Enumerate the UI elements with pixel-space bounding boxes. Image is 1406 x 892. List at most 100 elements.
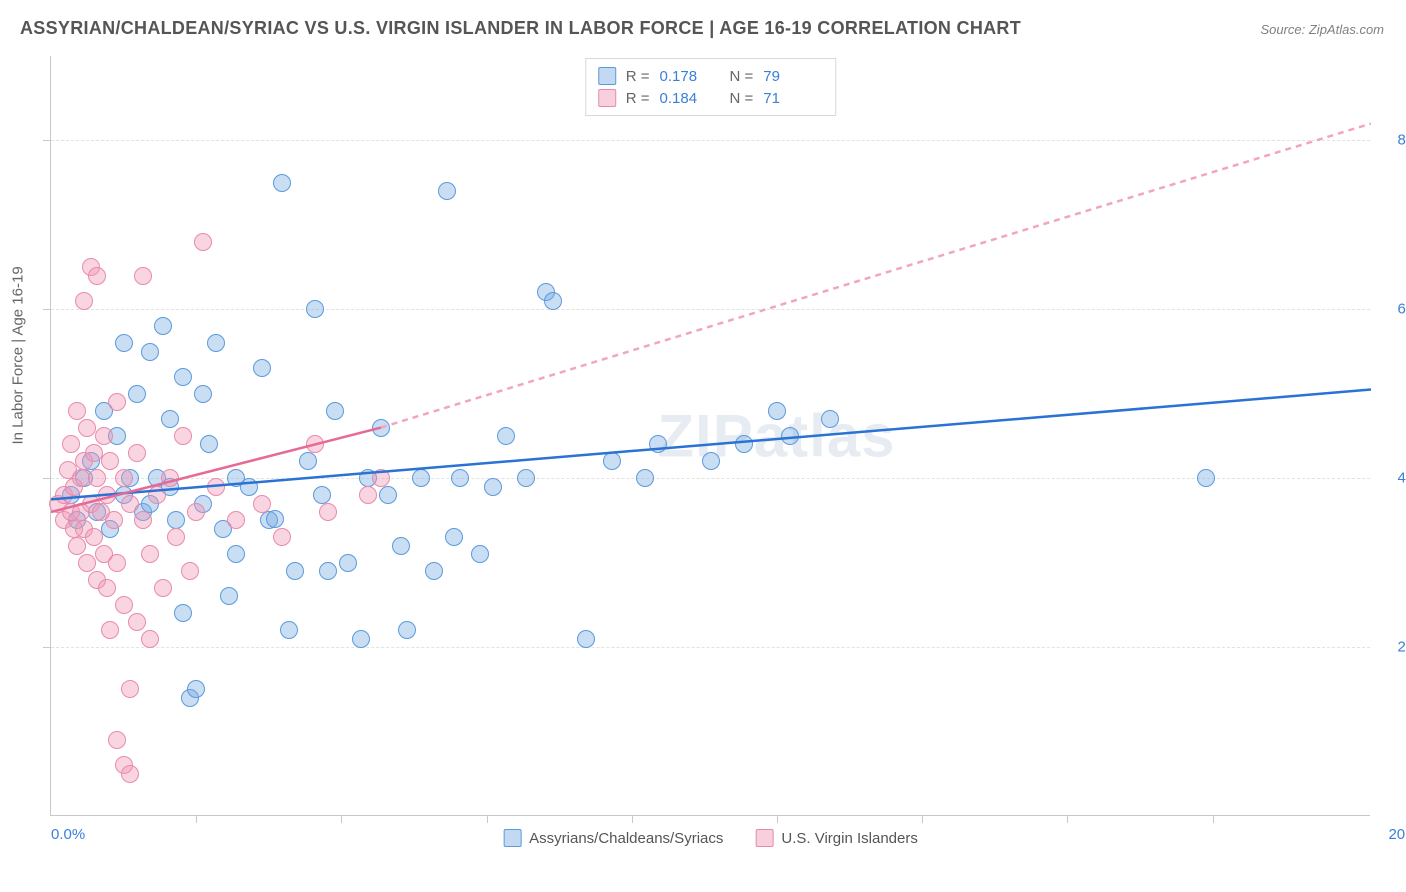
data-point xyxy=(187,503,205,521)
data-point xyxy=(372,469,390,487)
data-point xyxy=(471,545,489,563)
data-point xyxy=(115,596,133,614)
data-point xyxy=(544,292,562,310)
data-point xyxy=(141,343,159,361)
data-point xyxy=(105,511,123,529)
legend-swatch-series1 xyxy=(598,67,616,85)
data-point xyxy=(438,182,456,200)
legend-top: R = 0.178 N = 79 R = 0.184 N = 71 xyxy=(585,58,837,116)
data-point xyxy=(445,528,463,546)
y-tick xyxy=(43,309,51,310)
data-point xyxy=(227,545,245,563)
data-point xyxy=(174,604,192,622)
x-tick xyxy=(196,815,197,823)
n-value: 79 xyxy=(763,68,809,85)
y-axis-label: In Labor Force | Age 16-19 xyxy=(10,266,27,444)
data-point xyxy=(161,410,179,428)
data-point xyxy=(1197,469,1215,487)
data-point xyxy=(68,402,86,420)
data-point xyxy=(781,427,799,445)
data-point xyxy=(115,334,133,352)
data-point xyxy=(319,562,337,580)
data-point xyxy=(253,359,271,377)
data-point xyxy=(484,478,502,496)
r-value: 0.178 xyxy=(660,68,706,85)
legend-bottom: Assyrians/Chaldeans/Syriacs U.S. Virgin … xyxy=(503,829,918,847)
x-tick-label: 0.0% xyxy=(51,826,85,843)
data-point xyxy=(207,478,225,496)
legend-swatch-series1-icon xyxy=(503,829,521,847)
y-tick xyxy=(43,140,51,141)
data-point xyxy=(134,511,152,529)
data-point xyxy=(266,510,284,528)
n-label: N = xyxy=(730,68,754,85)
data-point xyxy=(286,562,304,580)
data-point xyxy=(227,511,245,529)
x-tick xyxy=(487,815,488,823)
data-point xyxy=(359,486,377,504)
data-point xyxy=(98,579,116,597)
data-point xyxy=(603,452,621,470)
data-point xyxy=(88,267,106,285)
x-tick xyxy=(922,815,923,823)
data-point xyxy=(108,393,126,411)
data-point xyxy=(98,486,116,504)
data-point xyxy=(253,495,271,513)
data-point xyxy=(392,537,410,555)
data-point xyxy=(62,435,80,453)
data-point xyxy=(326,402,344,420)
data-point xyxy=(154,317,172,335)
data-point xyxy=(273,528,291,546)
data-point xyxy=(78,419,96,437)
legend-label: Assyrians/Chaldeans/Syriacs xyxy=(529,830,723,847)
y-tick-label: 20.0% xyxy=(1380,639,1406,656)
data-point xyxy=(306,435,324,453)
data-point xyxy=(108,554,126,572)
data-point xyxy=(141,545,159,563)
data-point xyxy=(379,486,397,504)
data-point xyxy=(220,587,238,605)
data-point xyxy=(187,680,205,698)
data-point xyxy=(372,419,390,437)
data-point xyxy=(181,562,199,580)
data-point xyxy=(200,435,218,453)
data-point xyxy=(240,478,258,496)
data-point xyxy=(134,267,152,285)
data-point xyxy=(313,486,331,504)
legend-item-series1: Assyrians/Chaldeans/Syriacs xyxy=(503,829,723,847)
data-point xyxy=(75,292,93,310)
data-point xyxy=(161,469,179,487)
gridline-h xyxy=(51,309,1370,310)
data-point xyxy=(115,469,133,487)
data-point xyxy=(280,621,298,639)
y-tick-label: 40.0% xyxy=(1380,470,1406,487)
data-point xyxy=(121,765,139,783)
legend-top-row-2: R = 0.184 N = 71 xyxy=(598,87,824,109)
data-point xyxy=(121,495,139,513)
data-point xyxy=(85,444,103,462)
data-point xyxy=(517,469,535,487)
data-point xyxy=(128,444,146,462)
data-point xyxy=(636,469,654,487)
x-tick xyxy=(1067,815,1068,823)
data-point xyxy=(194,385,212,403)
data-point xyxy=(95,427,113,445)
x-tick xyxy=(632,815,633,823)
y-tick xyxy=(43,647,51,648)
data-point xyxy=(299,452,317,470)
data-point xyxy=(121,680,139,698)
x-tick xyxy=(1213,815,1214,823)
x-tick xyxy=(777,815,778,823)
r-value: 0.184 xyxy=(660,90,706,107)
data-point xyxy=(425,562,443,580)
data-point xyxy=(68,537,86,555)
data-point xyxy=(141,630,159,648)
data-point xyxy=(398,621,416,639)
data-point xyxy=(167,528,185,546)
data-point xyxy=(154,579,172,597)
x-tick xyxy=(341,815,342,823)
y-tick xyxy=(43,478,51,479)
data-point xyxy=(85,528,103,546)
data-point xyxy=(451,469,469,487)
data-point xyxy=(108,731,126,749)
